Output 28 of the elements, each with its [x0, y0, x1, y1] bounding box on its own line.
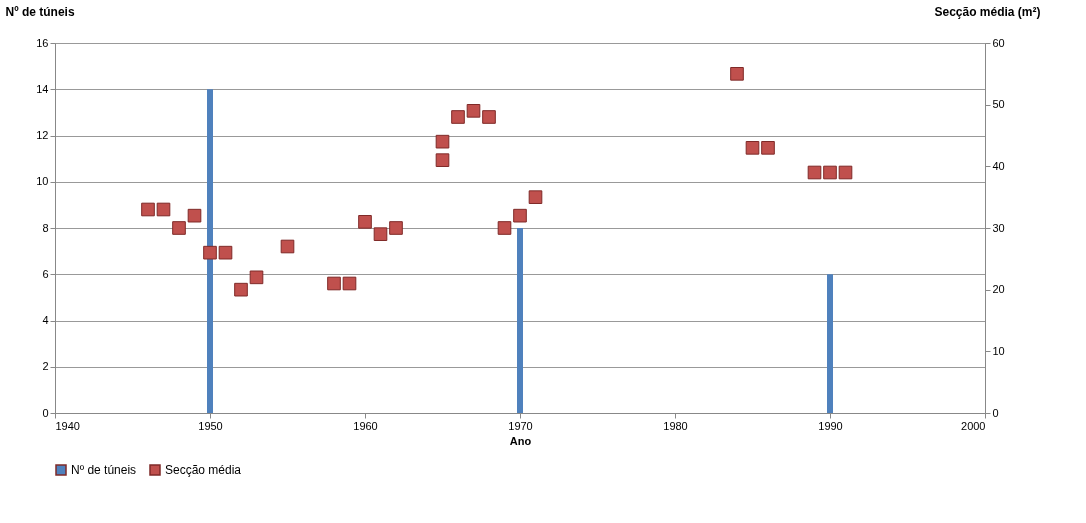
x-tick-label: 1990: [818, 419, 843, 432]
x-tick-label: 2000: [961, 419, 986, 432]
x-tick-label: 1970: [508, 419, 533, 432]
x-tick-label: 1940: [55, 419, 80, 432]
y2-tick-label: 20: [992, 283, 1005, 296]
y2-tick-label: 50: [992, 98, 1005, 111]
y2-tick-label: 30: [992, 221, 1005, 234]
x-tick-label: 1980: [663, 419, 688, 432]
x-tick-label: 1960: [353, 419, 378, 432]
legend-label: Nº de túneis: [71, 463, 137, 477]
y2-tick-label: 10: [992, 344, 1005, 357]
y-tick-label: 12: [36, 129, 49, 141]
legend-label: Secção média: [165, 463, 242, 477]
x-axis-title: Ano: [509, 434, 532, 447]
y-axis-title: Nº de túneis: [5, 4, 75, 19]
y2-axis-title: Secção média (m²): [934, 4, 1041, 19]
y-tick-label: 2: [42, 360, 49, 373]
y2-tick-label: 40: [992, 159, 1005, 172]
y2-tick-label: 60: [992, 36, 1005, 49]
y-tick-label: 8: [42, 221, 49, 234]
x-tick-label: 1950: [198, 419, 223, 432]
y-tick-label: 10: [36, 175, 49, 188]
y-tick-label: 6: [42, 267, 49, 280]
y-tick-label: 0: [42, 406, 49, 419]
y2-tick-label: 0: [992, 406, 999, 419]
y-tick-label: 4: [42, 314, 49, 326]
y-tick-label: 14: [36, 82, 49, 95]
y-tick-label: 16: [36, 36, 49, 49]
